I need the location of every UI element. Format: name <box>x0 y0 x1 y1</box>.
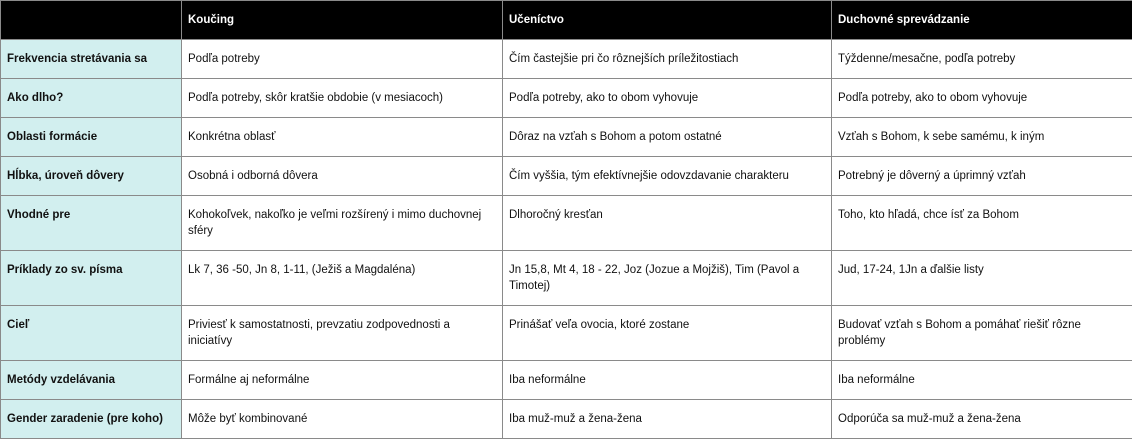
table-cell: Lk 7, 36 -50, Jn 8, 1-11, (Ježiš a Magda… <box>182 251 503 306</box>
table-row: Ako dlho?Podľa potreby, skôr kratšie obd… <box>1 79 1132 118</box>
table-cell: Dlhoročný kresťan <box>503 196 832 251</box>
table-cell: Konkrétna oblasť <box>182 118 503 157</box>
table-cell: Podľa potreby, ako to obom vyhovuje <box>832 79 1132 118</box>
table-cell: Iba neformálne <box>832 361 1132 400</box>
table-cell: Podľa potreby <box>182 40 503 79</box>
table-cell: Budovať vzťah s Bohom a pomáhať riešiť r… <box>832 306 1132 361</box>
table-cell: Dôraz na vzťah s Bohom a potom ostatné <box>503 118 832 157</box>
table-cell: Iba muž-muž a žena-žena <box>503 400 832 439</box>
table-cell: Toho, kto hľadá, chce ísť za Bohom <box>832 196 1132 251</box>
table-cell: Odporúča sa muž-muž a žena-žena <box>832 400 1132 439</box>
table-cell: Iba neformálne <box>503 361 832 400</box>
row-label: Ako dlho? <box>1 79 182 118</box>
table-cell: Podľa potreby, ako to obom vyhovuje <box>503 79 832 118</box>
table-cell: Prinášať veľa ovocia, ktoré zostane <box>503 306 832 361</box>
table-row: Gender zaradenie (pre koho)Môže byť komb… <box>1 400 1132 439</box>
row-label: Vhodné pre <box>1 196 182 251</box>
row-label: Cieľ <box>1 306 182 361</box>
header-cell-empty <box>1 1 182 40</box>
table-cell: Kohokoľvek, nakoľko je veľmi rozšírený i… <box>182 196 503 251</box>
table-cell: Potrebný je dôverný a úprimný vzťah <box>832 157 1132 196</box>
table-cell: Čím častejšie pri čo rôznejších príležit… <box>503 40 832 79</box>
row-label: Oblasti formácie <box>1 118 182 157</box>
table-cell: Vzťah s Bohom, k sebe samému, k iným <box>832 118 1132 157</box>
table-cell: Môže byť kombinované <box>182 400 503 439</box>
table-cell: Čím vyššia, tým efektívnejšie odovzdavan… <box>503 157 832 196</box>
row-label: Príklady zo sv. písma <box>1 251 182 306</box>
table-cell: Priviesť k samostatnosti, prevzatiu zodp… <box>182 306 503 361</box>
row-label: Metódy vzdelávania <box>1 361 182 400</box>
table-cell: Jud, 17-24, 1Jn a ďalšie listy <box>832 251 1132 306</box>
row-label: Hĺbka, úroveň dôvery <box>1 157 182 196</box>
header-cell-spiritual-direction: Duchovné sprevádzanie <box>832 1 1132 40</box>
header-cell-discipleship: Učeníctvo <box>503 1 832 40</box>
header-cell-coaching: Koučing <box>182 1 503 40</box>
table-cell: Týždenne/mesačne, podľa potreby <box>832 40 1132 79</box>
table-cell: Jn 15,8, Mt 4, 18 - 22, Joz (Jozue a Moj… <box>503 251 832 306</box>
row-label: Gender zaradenie (pre koho) <box>1 400 182 439</box>
table-cell: Osobná i odborná dôvera <box>182 157 503 196</box>
table-cell: Podľa potreby, skôr kratšie obdobie (v m… <box>182 79 503 118</box>
header-row: Koučing Učeníctvo Duchovné sprevádzanie <box>1 1 1132 40</box>
table-cell: Formálne aj neformálne <box>182 361 503 400</box>
row-label: Frekvencia stretávania sa <box>1 40 182 79</box>
